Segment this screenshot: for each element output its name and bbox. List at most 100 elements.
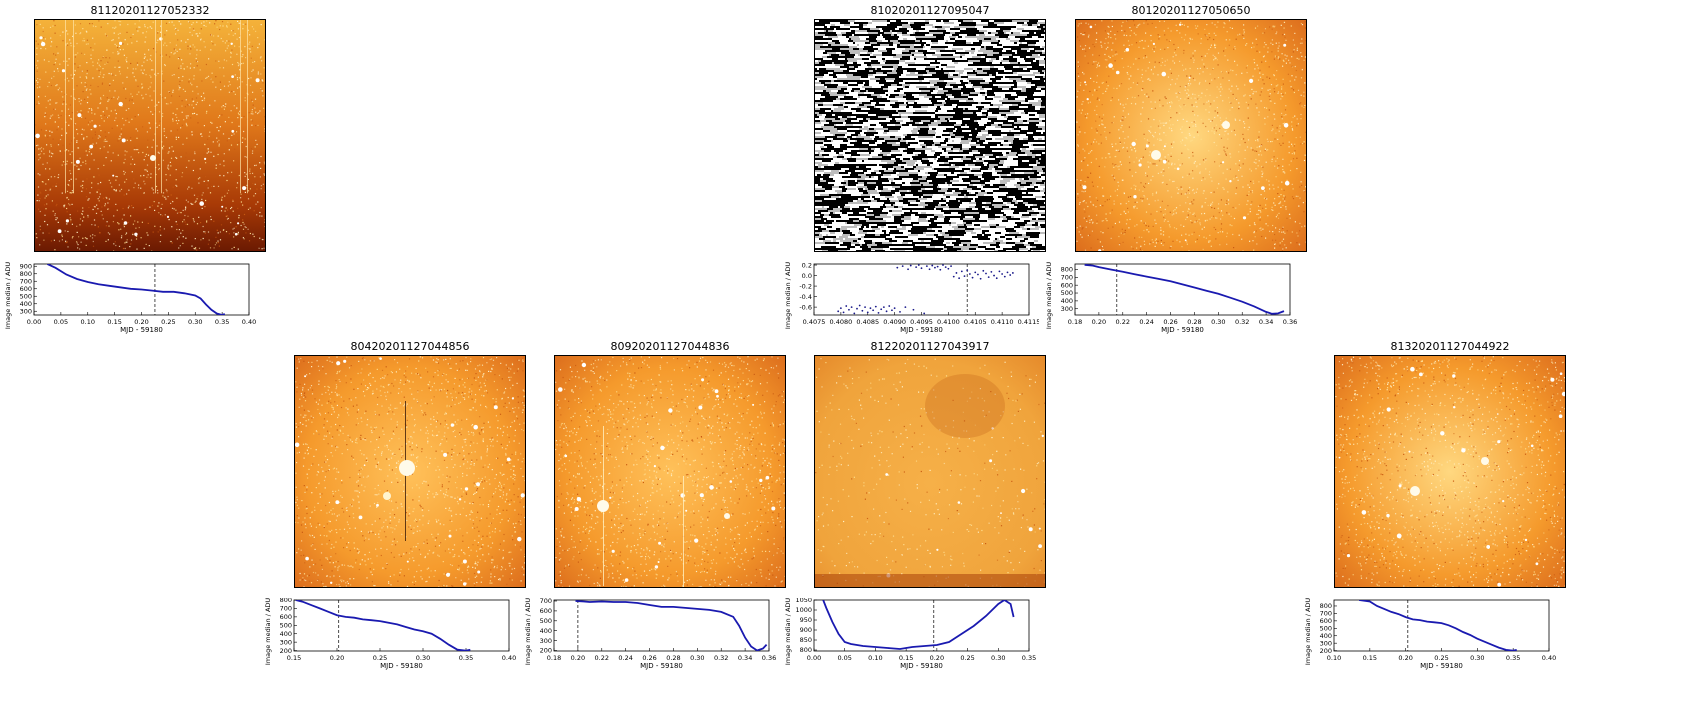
x-tick-label: 0.30	[991, 654, 1005, 662]
scatter-point	[866, 311, 869, 314]
panel-title: 80920201127044836	[610, 340, 730, 353]
y-tick-label: 500	[280, 621, 292, 629]
scatter-point	[904, 306, 907, 309]
sky-image	[1335, 356, 1565, 587]
x-tick-label: 0.26	[1163, 318, 1177, 326]
scatter-point	[885, 310, 888, 313]
scatter-point	[880, 308, 883, 311]
figure-panel: 81220201127043917 0.00 0.05 0.10 0.15 0.20 0.2…	[784, 340, 1046, 670]
scatter-point	[963, 275, 966, 277]
y-tick-label: 400	[1320, 632, 1332, 640]
scatter-point	[909, 264, 912, 267]
y-tick-label: 800	[20, 270, 32, 278]
scatter-point	[837, 310, 840, 313]
scatter-point	[896, 266, 899, 269]
x-tick-label: 0.05	[54, 318, 68, 326]
y-tick-label: 900	[800, 626, 812, 634]
x-tick-label: 0.4090	[883, 318, 906, 326]
scatter-point	[955, 272, 958, 274]
x-tick-label: 0.32	[714, 654, 728, 662]
x-tick-label: 0.4095	[910, 318, 933, 326]
y-axis-label: Image median / ADU	[4, 262, 12, 329]
x-tick-label: 0.20	[1398, 654, 1412, 662]
x-axis-label: MJD - 59180	[1161, 326, 1204, 334]
scatter-point	[1001, 273, 1004, 275]
sky-image-frame	[1075, 19, 1307, 252]
scatter-point	[1009, 274, 1012, 276]
y-tick-label: 600	[1320, 617, 1332, 625]
series-line	[575, 600, 768, 651]
figure-panel: 80420201127044856 0.15 0.20 0.25 0.30 0.35 0.4…	[264, 340, 526, 670]
x-axis-label: MJD - 59180	[120, 326, 163, 334]
y-tick-label: 700	[540, 598, 552, 605]
panel-title: 81320201127044922	[1390, 340, 1510, 353]
scatter-point	[925, 265, 928, 268]
scatter-point	[915, 266, 918, 269]
scatter-point	[998, 270, 1001, 273]
panel-title: 81020201127095047	[870, 4, 990, 17]
x-tick-label: 0.4075	[803, 318, 826, 326]
line-plot: 0.00 0.05 0.10 0.15 0.20 0.25 0.30 0.35 800 850 90…	[784, 598, 1036, 670]
line-plot: 0.10 0.15 0.20 0.25 0.30 0.35 0.40 200300400500…	[1304, 598, 1556, 670]
sky-image-frame	[34, 19, 266, 252]
line-plot: 0.18 0.20 0.22 0.24 0.26 0.28 0.30 0.32 0.34 0.36…	[524, 598, 776, 670]
y-axis-label: Image median / ADU	[1045, 262, 1053, 329]
x-axis-label: MJD - 59180	[380, 662, 423, 670]
scatter-point	[907, 268, 909, 271]
x-tick-label: 0.35	[459, 654, 473, 662]
y-axis-label: Image median / ADU	[264, 598, 272, 665]
y-tick-label: 800	[800, 646, 812, 654]
scatter-point	[958, 277, 961, 280]
x-tick-label: 0.15	[287, 654, 301, 662]
x-tick-label: 0.30	[188, 318, 202, 326]
x-tick-label: 0.18	[1068, 318, 1082, 326]
y-tick-label: 600	[20, 285, 32, 293]
scatter-point	[990, 270, 993, 273]
y-tick-label: 800	[280, 598, 292, 604]
plot-frame	[553, 599, 770, 652]
sky-image	[295, 356, 525, 587]
x-tick-label: 0.25	[960, 654, 974, 662]
y-tick-label: 400	[280, 630, 292, 638]
y-tick-label: -0.4	[799, 293, 812, 301]
x-tick-label: 0.25	[161, 318, 175, 326]
y-tick-label: 300	[1320, 639, 1332, 647]
figure-panel: 81120201127052332 0.00 0.05 0.10 0.15 0.20 0.2…	[4, 4, 266, 334]
y-tick-label: 700	[1061, 274, 1073, 282]
scatter-point	[979, 277, 982, 280]
x-tick-label: 0.4110	[991, 318, 1014, 326]
x-tick-label: 0.15	[899, 654, 913, 662]
x-axis-label: MJD - 59180	[1420, 662, 1463, 670]
panel-title: 80120201127050650	[1131, 4, 1251, 17]
scatter-point	[845, 305, 848, 307]
scatter-point	[891, 309, 893, 312]
scatter-point	[928, 268, 931, 271]
scatter-point	[947, 267, 950, 270]
y-tick-label: 200	[280, 647, 292, 655]
y-tick-label: 1000	[795, 606, 812, 614]
x-axis-label: MJD - 59180	[900, 662, 943, 670]
y-tick-label: 1050	[795, 598, 812, 604]
x-tick-label: 0.40	[1542, 654, 1556, 662]
series-line	[822, 600, 1015, 650]
y-tick-label: 0.0	[802, 272, 812, 280]
x-tick-label: 0.10	[81, 318, 95, 326]
line-plot: 0.00 0.05 0.10 0.15 0.20 0.25 0.30 0.35 0.40 3004…	[4, 262, 256, 334]
scatter-point	[869, 307, 872, 310]
scatter-point	[939, 268, 942, 271]
plot-frame	[1333, 599, 1550, 652]
x-tick-label: 0.20	[1092, 318, 1106, 326]
x-tick-label: 0.20	[134, 318, 148, 326]
scatter-point	[850, 306, 853, 309]
y-tick-label: 500	[20, 292, 32, 300]
scatter-point	[993, 274, 995, 277]
y-tick-label: 300	[20, 307, 32, 315]
scatter-point	[872, 309, 875, 312]
series-line	[1084, 264, 1285, 315]
panel-title: 81120201127052332	[90, 4, 210, 17]
y-tick-label: 700	[280, 605, 292, 613]
scatter-point	[853, 312, 856, 315]
scatter-point	[864, 306, 866, 309]
scatter-point	[950, 265, 952, 268]
panel-title: 80420201127044856	[350, 340, 470, 353]
